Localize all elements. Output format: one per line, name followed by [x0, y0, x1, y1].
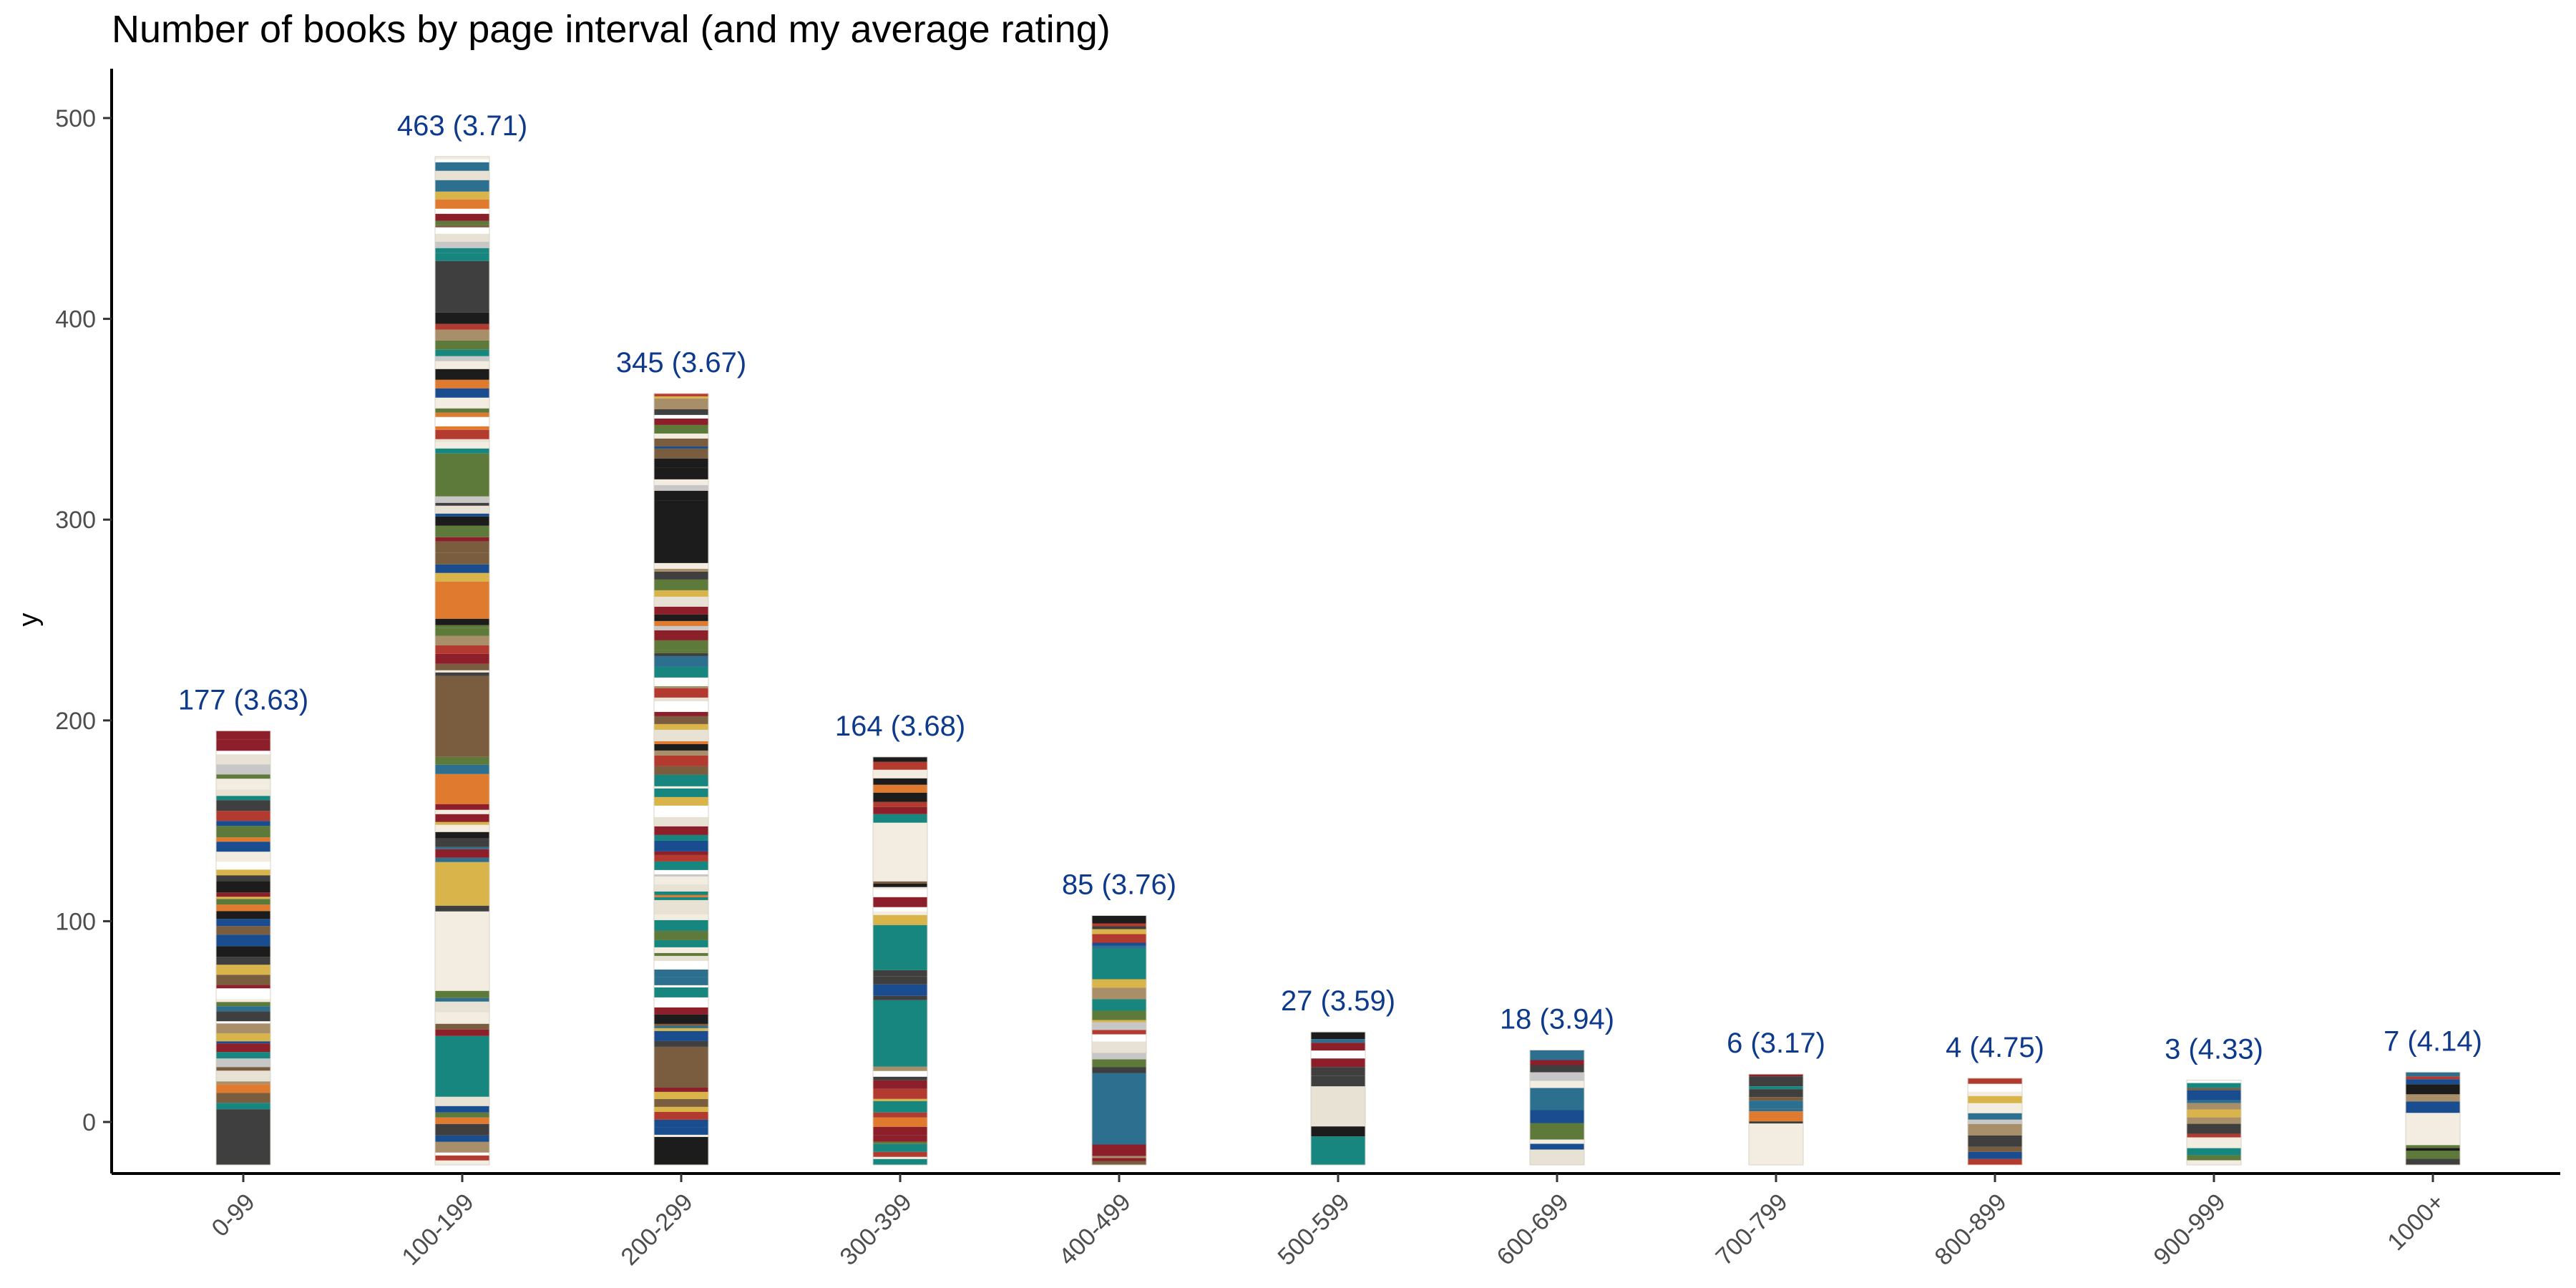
y-tick-label: 0 — [82, 1109, 96, 1136]
bar-0-99 — [215, 730, 271, 1166]
x-tick-label: 500-599 — [1273, 1189, 1355, 1271]
bar-500-599 — [1310, 1031, 1366, 1166]
chart-title: Number of books by page interval (and my… — [112, 8, 1111, 51]
y-tick-label: 100 — [55, 908, 96, 935]
x-tick-label: 800-899 — [1930, 1189, 2012, 1271]
x-tick-label: 0-99 — [207, 1189, 260, 1242]
bar-100-199 — [434, 156, 490, 1166]
bar-600-699 — [1529, 1049, 1585, 1166]
book-stacks — [215, 156, 2461, 1166]
y-tick-label: 500 — [55, 105, 96, 132]
data-label: 345 (3.67) — [616, 347, 746, 379]
x-tick-label: 100-199 — [397, 1189, 479, 1271]
y-axis: 0 100 200 300 400 500 — [55, 69, 113, 1174]
data-label: 463 (3.71) — [397, 110, 527, 142]
x-tick-label: 300-399 — [835, 1189, 917, 1271]
data-label: 3 (4.33) — [2165, 1034, 2263, 1065]
bar-200-299 — [653, 393, 709, 1166]
bar-800-899 — [1967, 1078, 2023, 1166]
y-tick-label: 200 — [55, 708, 96, 735]
data-label: 85 (3.76) — [1062, 869, 1176, 900]
data-label: 18 (3.94) — [1500, 1003, 1614, 1035]
data-label: 177 (3.63) — [178, 684, 308, 716]
data-label: 27 (3.59) — [1281, 985, 1395, 1017]
x-tick-label: 400-499 — [1054, 1189, 1136, 1271]
x-tick-label: 700-799 — [1711, 1189, 1793, 1271]
x-tick-label: 200-299 — [616, 1189, 698, 1271]
x-axis: 0-99 100-199 200-299 300-399 400-499 500-599 6… — [112, 1172, 2560, 1271]
x-tick-label: 600-699 — [1492, 1189, 1574, 1271]
y-axis-title: y — [14, 613, 44, 627]
bar-400-499 — [1091, 914, 1147, 1166]
x-tick-label: 900-999 — [2149, 1189, 2231, 1271]
y-tick-label: 400 — [55, 306, 96, 333]
data-label: 4 (4.75) — [1946, 1032, 2044, 1063]
data-label: 164 (3.68) — [835, 711, 965, 742]
data-label: 6 (3.17) — [1727, 1028, 1825, 1059]
bar-900-999 — [2186, 1080, 2242, 1166]
bar-300-399 — [872, 756, 928, 1166]
y-tick-label: 300 — [55, 507, 96, 534]
data-labels: 177 (3.63) 463 (3.71) 345 (3.67) 164 (3.68)… — [178, 110, 2482, 1065]
x-tick-label: 1000+ — [2382, 1189, 2449, 1256]
data-label: 7 (4.14) — [2384, 1025, 2482, 1057]
bar-1000+ — [2405, 1071, 2461, 1166]
bar-700-799 — [1748, 1073, 1804, 1166]
